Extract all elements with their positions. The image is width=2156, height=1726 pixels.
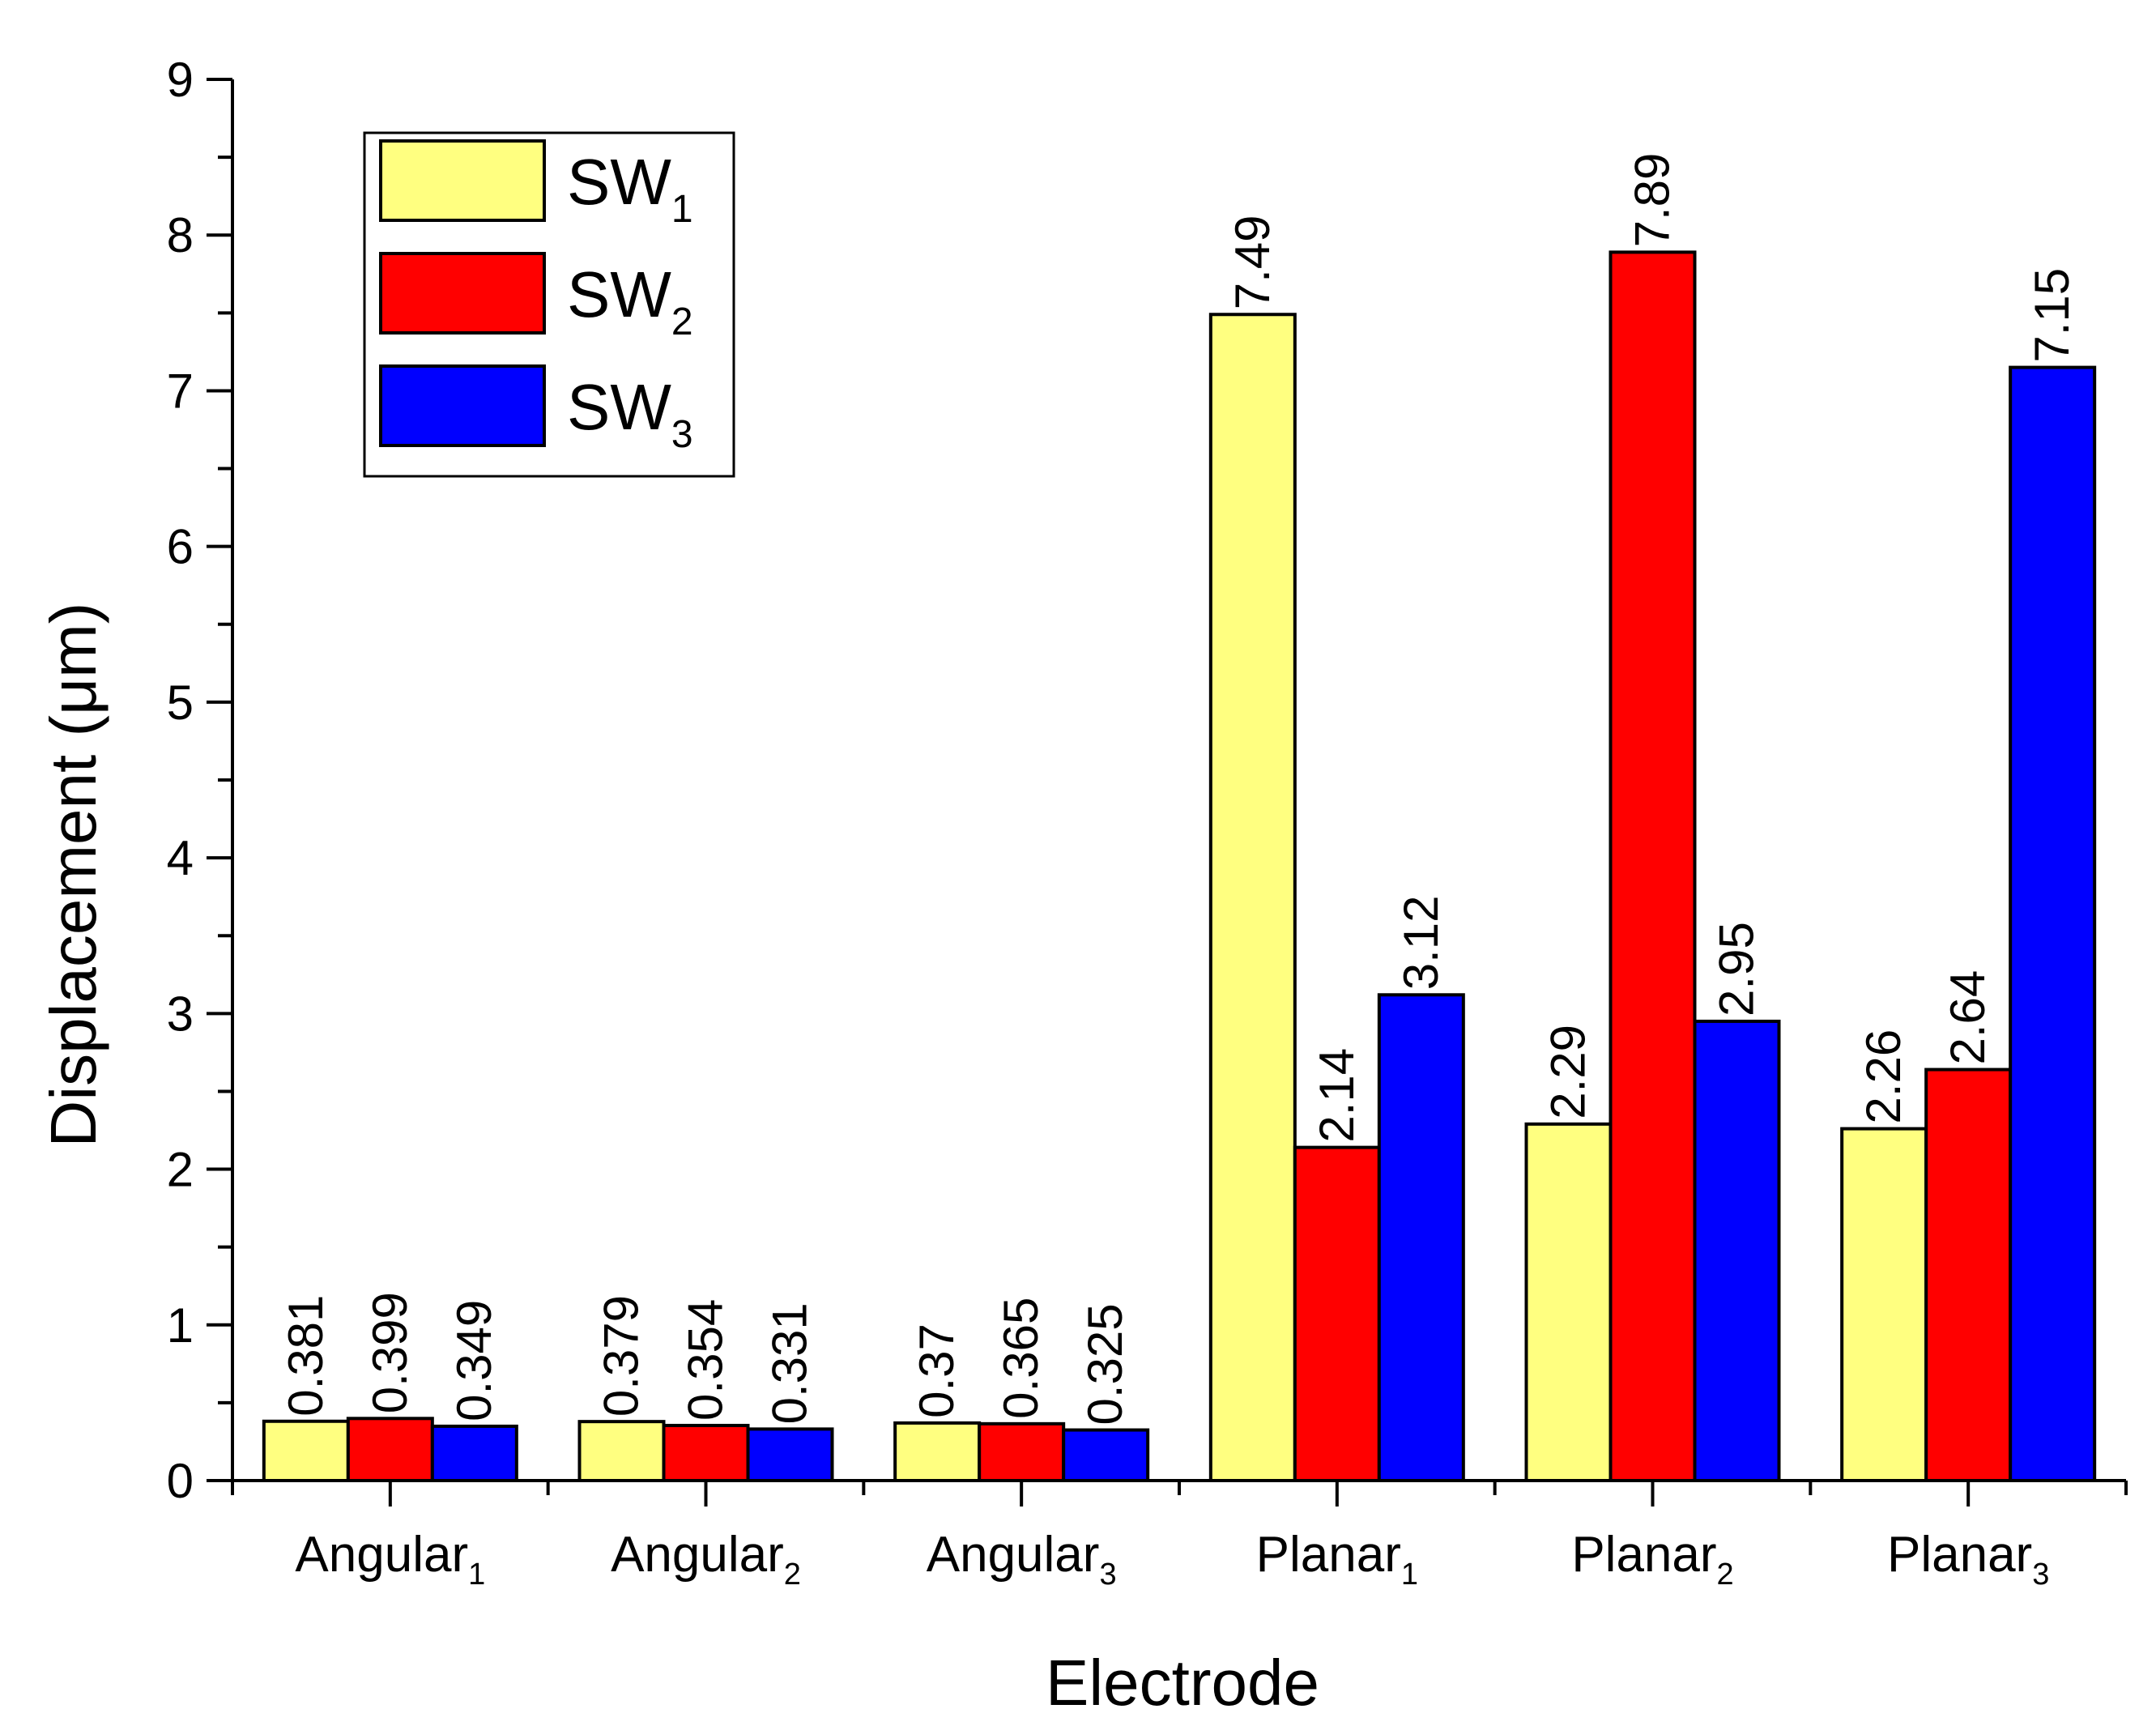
data-label: 0.399 — [363, 1292, 417, 1413]
bar-sw2-angular2 — [662, 1423, 750, 1483]
data-label: 7.15 — [2025, 268, 2079, 363]
y-tick-label: 6 — [167, 520, 194, 574]
data-label: 2.26 — [1856, 1029, 1911, 1124]
bar-sw3-planar1 — [1377, 993, 1465, 1483]
data-label: 0.354 — [679, 1299, 733, 1421]
data-label: 0.379 — [594, 1295, 649, 1417]
data-label: 0.331 — [763, 1302, 817, 1424]
legend-swatch — [379, 252, 546, 335]
y-tick-label: 8 — [167, 208, 194, 262]
y-tick-label: 7 — [167, 364, 194, 418]
data-label: 0.325 — [1078, 1303, 1132, 1425]
data-label: 2.95 — [1710, 922, 1764, 1016]
data-label: 0.37 — [910, 1323, 964, 1418]
legend: SW1 SW2 SW3 — [363, 131, 735, 478]
legend-swatch — [379, 364, 546, 447]
y-tick-label: 0 — [167, 1454, 194, 1508]
data-label: 2.14 — [1310, 1048, 1364, 1143]
data-label: 2.64 — [1941, 970, 1995, 1065]
bar-sw2-angular3 — [978, 1421, 1066, 1482]
y-tick-label: 1 — [167, 1298, 194, 1353]
bar-sw1-planar2 — [1524, 1122, 1613, 1483]
x-tick-label: Angular1 — [295, 1527, 485, 1592]
bar-sw2-planar1 — [1293, 1145, 1381, 1482]
y-axis-title: Displacement (μm) — [37, 603, 109, 1148]
x-tick-label: Planar3 — [1887, 1527, 2049, 1592]
data-label: 3.12 — [1394, 895, 1448, 990]
y-tick-label: 5 — [167, 675, 194, 730]
bar-sw3-angular3 — [1062, 1428, 1150, 1483]
y-tick-label: 9 — [167, 53, 194, 107]
bar-sw3-angular2 — [746, 1427, 834, 1482]
data-label: 0.365 — [994, 1298, 1048, 1419]
legend-label: SW2 — [567, 258, 693, 343]
data-label: 7.49 — [1225, 215, 1280, 309]
bar-sw1-angular1 — [262, 1419, 350, 1482]
legend-label: SW3 — [567, 371, 693, 456]
bar-sw3-planar2 — [1693, 1019, 1781, 1482]
x-tick-label: Angular3 — [927, 1527, 1117, 1592]
x-tick-label: Planar2 — [1571, 1527, 1733, 1592]
y-tick-label: 3 — [167, 987, 194, 1041]
bar-sw2-angular1 — [346, 1417, 434, 1483]
axes-layer: 0 1 2 3 4 5 6 7 8 9 Angular1 Angular2 Angular3 Planar… — [167, 53, 2128, 1592]
data-label: 7.89 — [1626, 153, 1680, 248]
x-tick-label: Angular2 — [611, 1527, 801, 1592]
x-tick-label: Planar1 — [1256, 1527, 1418, 1592]
legend-label: SW1 — [567, 146, 693, 231]
bar-sw3-angular1 — [430, 1424, 518, 1482]
legend-swatch — [379, 139, 546, 222]
bar-sw2-planar3 — [1924, 1068, 2013, 1482]
data-label: 2.29 — [1541, 1025, 1596, 1119]
bars-layer — [262, 250, 2097, 1483]
bar-sw1-angular3 — [893, 1421, 982, 1483]
bar-sw3-planar3 — [2009, 365, 2097, 1483]
bar-sw2-planar2 — [1608, 250, 1697, 1482]
x-axis-title: Electrode — [1046, 1647, 1319, 1719]
y-tick-label: 4 — [167, 831, 194, 885]
data-labels-layer: 0.381 0.379 0.37 7.49 2.29 2.26 0.399 0.354 0.36… — [279, 153, 2079, 1426]
bar-sw1-angular2 — [577, 1420, 666, 1483]
data-label: 0.349 — [447, 1300, 501, 1421]
data-label: 0.381 — [279, 1295, 333, 1417]
bar-sw1-planar1 — [1208, 313, 1297, 1482]
bar-sw1-planar3 — [1840, 1127, 1928, 1482]
y-tick-label: 2 — [167, 1143, 194, 1197]
